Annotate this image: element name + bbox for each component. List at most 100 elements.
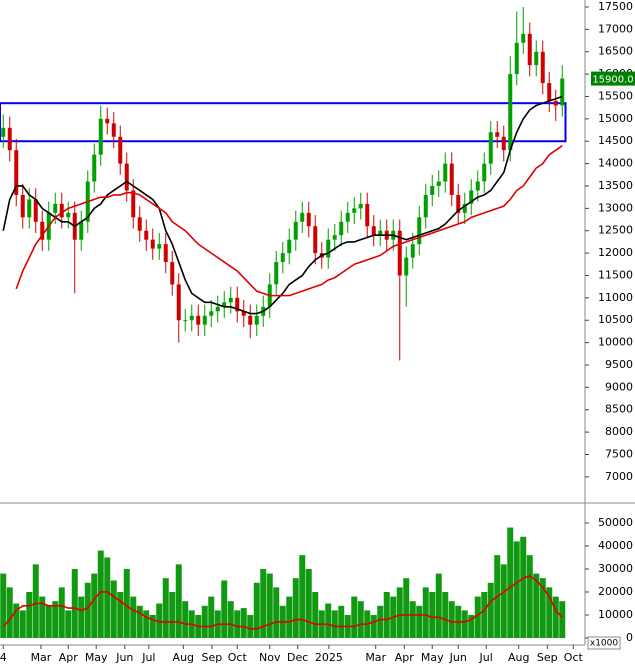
volume-bar bbox=[507, 527, 514, 638]
volume-bar bbox=[13, 603, 20, 638]
volume-bar bbox=[409, 601, 416, 638]
volume-bar bbox=[292, 578, 299, 638]
candle-body bbox=[547, 83, 552, 101]
candle-body bbox=[53, 203, 58, 213]
y-tick-label: 10000 bbox=[598, 608, 633, 621]
candle-body bbox=[521, 33, 526, 43]
candle-body bbox=[144, 230, 149, 240]
candle-body bbox=[345, 212, 350, 222]
volume-bar bbox=[162, 578, 169, 638]
x-tick-label: Sep bbox=[537, 651, 558, 664]
candle-body bbox=[397, 230, 402, 276]
candle-body bbox=[92, 154, 97, 182]
volume-bar bbox=[273, 587, 280, 638]
volume-bar bbox=[65, 610, 72, 638]
candle-body bbox=[553, 100, 558, 106]
volume-bar bbox=[19, 610, 26, 638]
y-tick-label: 10000 bbox=[598, 336, 633, 349]
y-tick-label: 12000 bbox=[598, 246, 633, 259]
candle-body bbox=[404, 257, 409, 276]
volume-bar bbox=[461, 610, 468, 638]
volume-bar bbox=[0, 573, 7, 638]
volume-bar bbox=[156, 603, 163, 638]
volume-bar bbox=[487, 582, 494, 638]
y-tick-label: 13500 bbox=[598, 179, 633, 192]
candle-body bbox=[79, 221, 84, 240]
candle-body bbox=[209, 311, 214, 316]
candle-body bbox=[118, 136, 123, 164]
volume-bar bbox=[52, 601, 59, 638]
volume-bar bbox=[396, 587, 403, 638]
candle-body bbox=[508, 74, 513, 151]
candle-body bbox=[469, 190, 474, 204]
x-tick-label: Aug bbox=[173, 651, 194, 664]
volume-bar bbox=[552, 596, 559, 638]
candle-body bbox=[482, 163, 487, 182]
volume-bar bbox=[39, 596, 46, 638]
y-tick-label: 7000 bbox=[605, 470, 633, 483]
candle-body bbox=[40, 221, 45, 240]
moving-average-line bbox=[15, 145, 563, 297]
volume-bar bbox=[377, 605, 384, 638]
candle-body bbox=[1, 127, 6, 137]
candle-body bbox=[137, 217, 142, 231]
y-tick-label: 7500 bbox=[605, 447, 633, 460]
candle-body bbox=[449, 163, 454, 195]
y-tick-label: 20000 bbox=[598, 585, 633, 598]
candle-body bbox=[514, 42, 519, 75]
volume-bar bbox=[45, 605, 52, 638]
volume-bar bbox=[325, 603, 332, 638]
y-tick-label: 16500 bbox=[598, 45, 633, 58]
x-tick-label: Dec bbox=[287, 651, 308, 664]
volume-bar bbox=[546, 587, 553, 638]
volume-bar bbox=[175, 564, 182, 638]
x-tick-label: Mar bbox=[365, 651, 386, 664]
volume-bar bbox=[416, 605, 423, 638]
candle-body bbox=[560, 78, 565, 106]
x-tick-label: Aug bbox=[508, 651, 529, 664]
x-tick-label: Nov bbox=[259, 651, 281, 664]
volume-bar bbox=[266, 573, 273, 638]
x-tick-label: Oct bbox=[228, 651, 248, 664]
last-price-box bbox=[591, 71, 635, 86]
volume-bar bbox=[149, 614, 156, 638]
candle-body bbox=[105, 118, 110, 124]
volume-bar bbox=[448, 601, 455, 638]
candle-body bbox=[475, 181, 480, 191]
x-tick-label: Jul bbox=[479, 651, 493, 664]
volume-bar bbox=[221, 580, 228, 638]
x-tick-label: Oct bbox=[564, 651, 584, 664]
volume-bar bbox=[84, 582, 91, 638]
candle-body bbox=[300, 212, 305, 222]
volume-bar bbox=[403, 578, 410, 638]
candle-body bbox=[241, 311, 246, 316]
candle-body bbox=[274, 262, 279, 285]
volume-bar bbox=[130, 596, 137, 638]
candle-body bbox=[378, 230, 383, 236]
y-tick-label: 11000 bbox=[598, 291, 633, 304]
volume-bar bbox=[182, 601, 189, 638]
y-tick-label: 50000 bbox=[598, 516, 633, 529]
x-tick-label: Mar bbox=[31, 651, 52, 664]
candle-body bbox=[430, 185, 435, 195]
volume-bar bbox=[305, 568, 312, 638]
volume-bar bbox=[539, 578, 546, 638]
candle-body bbox=[326, 239, 331, 258]
volume-bar bbox=[227, 601, 234, 638]
candle-body bbox=[287, 239, 292, 254]
volume-bar bbox=[533, 573, 540, 638]
candle-body bbox=[332, 235, 337, 240]
volume-bar bbox=[58, 587, 65, 638]
y-tick-label: 17000 bbox=[598, 22, 633, 35]
volume-bar bbox=[559, 601, 566, 638]
y-tick-label: 8000 bbox=[605, 425, 633, 438]
candle-body bbox=[7, 127, 12, 151]
volume-bar bbox=[71, 568, 78, 638]
volume-bar bbox=[481, 591, 488, 638]
volume-bar bbox=[208, 596, 215, 638]
candle-body bbox=[202, 315, 207, 325]
volume-bar bbox=[520, 536, 527, 638]
candle-body bbox=[495, 132, 500, 137]
volume-bar bbox=[260, 568, 267, 638]
candle-body bbox=[228, 297, 233, 303]
